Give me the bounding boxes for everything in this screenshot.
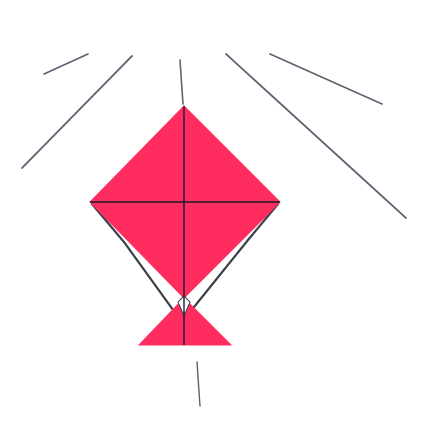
- kite-tail: [137, 297, 233, 346]
- ray-right-short: [269, 53, 383, 105]
- ray-left-short: [43, 53, 89, 75]
- ray-bottom: [196, 361, 201, 407]
- radiating-lines: [21, 53, 407, 407]
- kite-strings: [90, 202, 280, 316]
- ray-right-long: [225, 53, 407, 219]
- string-left: [90, 202, 178, 316]
- kite-frame: [90, 106, 280, 345]
- ray-top-center: [179, 59, 184, 105]
- string-right: [188, 202, 280, 314]
- ray-left-long: [21, 55, 133, 169]
